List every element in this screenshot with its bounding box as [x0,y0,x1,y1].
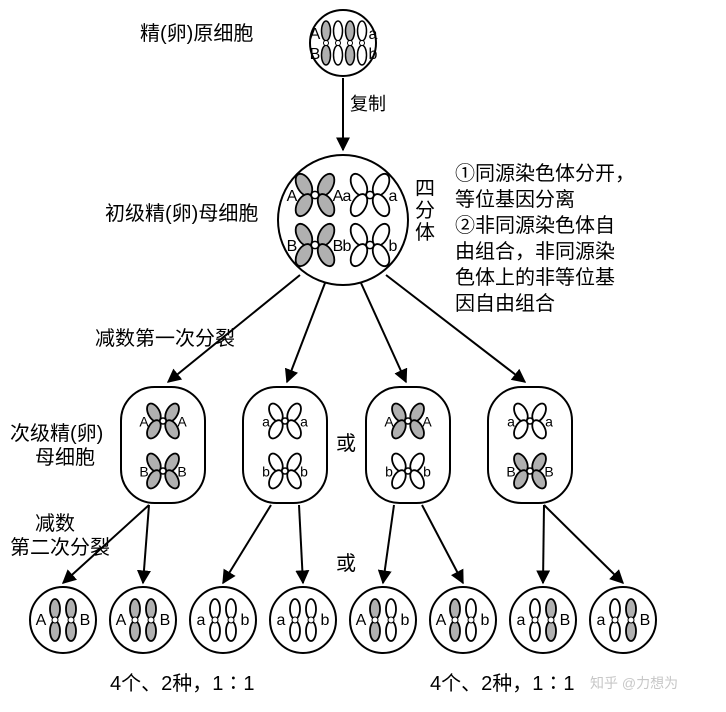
stage1-cell: Aa Bb [310,10,378,76]
svg-text:b: b [423,464,431,480]
svg-text:a: a [262,414,270,430]
svg-text:A: A [116,612,127,629]
stage4-cells: A B A Ba b a b Ab Ab a Ba B [30,587,656,653]
meiosis2-label: 减数第二次分裂 [10,512,110,559]
svg-text:a: a [369,26,378,43]
svg-text:B: B [506,464,515,480]
svg-text:①同源染色体分开，: ①同源染色体分开， [455,162,635,185]
result2: 4个、2种，1∶1 [430,672,575,695]
svg-text:A: A [36,612,47,629]
svg-text:因自由组合: 因自由组合 [455,292,555,315]
svg-text:②非同源染色体自: ②非同源染色体自 [455,214,615,237]
svg-text:b: b [343,238,352,255]
svg-text:a: a [389,188,398,205]
svg-text:b: b [401,612,410,629]
svg-text:a: a [343,188,352,205]
watermark: 知乎 @力想为 [590,675,678,691]
svg-text:a: a [517,612,526,629]
svg-text:等位基因分离: 等位基因分离 [455,188,575,211]
svg-text:B: B [139,464,148,480]
meiosis1-label: 减数第一次分裂 [95,327,235,350]
svg-text:b: b [241,612,250,629]
svg-text:b: b [481,612,490,629]
svg-text:A: A [310,26,321,43]
svg-text:A: A [436,612,447,629]
svg-text:a: a [197,612,206,629]
svg-text:B: B [177,464,186,480]
svg-text:B: B [80,612,91,629]
svg-text:a: a [277,612,286,629]
svg-text:B: B [310,46,321,63]
svg-text:B: B [544,464,553,480]
stage3-label: 次级精(卵)母细胞 [10,422,103,469]
result1: 4个、2种，1∶1 [110,672,255,695]
svg-text:A: A [384,414,394,430]
svg-text:b: b [300,464,308,480]
svg-text:A: A [422,414,432,430]
stage2-cell: AAaaBBbb [278,155,408,285]
svg-text:b: b [321,612,330,629]
svg-text:a: a [545,414,553,430]
svg-text:a: a [597,612,606,629]
svg-text:A: A [287,188,298,205]
svg-text:a: a [300,414,308,430]
svg-text:B: B [640,612,651,629]
svg-text:A: A [356,612,367,629]
svg-text:B: B [560,612,571,629]
notes: ①同源染色体分开， 等位基因分离 ②非同源染色体自 由组合，非同源染 色体上的非… [455,162,635,315]
or-label-1: 或 [336,432,356,455]
svg-text:色体上的非等位基: 色体上的非等位基 [455,266,615,289]
svg-text:B: B [160,612,171,629]
svg-text:b: b [385,464,393,480]
stage1-label: 精(卵)原细胞 [140,22,253,45]
svg-text:b: b [369,46,378,63]
svg-text:B: B [287,238,298,255]
svg-text:b: b [389,238,398,255]
svg-text:A: A [139,414,149,430]
or-label-2: 或 [336,552,356,575]
tetrad-label: 四分体 [415,178,435,244]
arrow1-label: 复制 [350,94,386,114]
svg-text:由组合，非同源染: 由组合，非同源染 [455,240,615,263]
svg-text:b: b [262,464,270,480]
svg-text:A: A [177,414,187,430]
stage2-label: 初级精(卵)母细胞 [105,202,258,225]
svg-text:a: a [507,414,515,430]
